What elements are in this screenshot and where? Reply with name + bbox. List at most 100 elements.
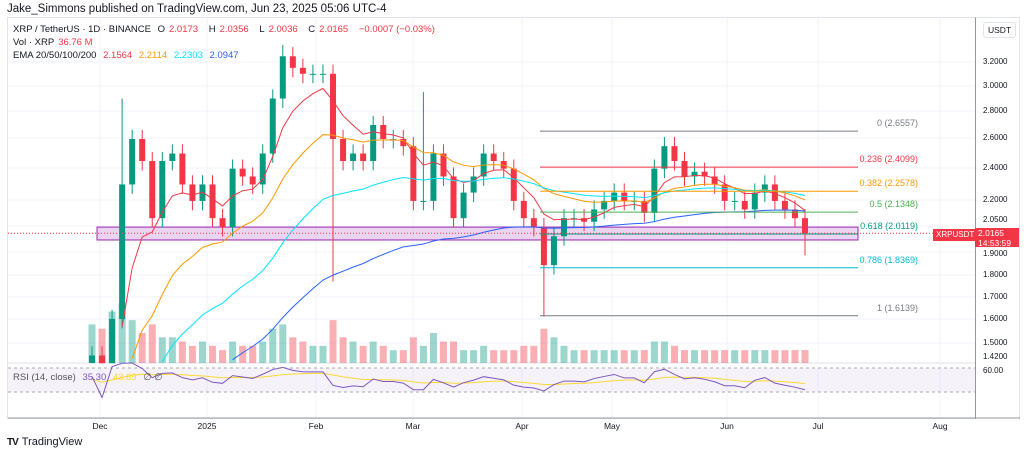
volume-bar [369, 341, 377, 363]
rsi-hidden-values: ∅ ∅ [143, 372, 163, 383]
rsi-legend: RSI (14, close) 35.30 43.89 ∅ ∅ [13, 372, 167, 383]
candle-body [189, 184, 196, 201]
volume-label[interactable]: Vol · XRP [13, 37, 55, 48]
candle-body [289, 56, 296, 68]
high-value: 2.0356 [219, 24, 249, 35]
candle-body [611, 192, 618, 201]
fib-level-label: 1 (1.6139) [876, 302, 918, 313]
volume-bar [259, 341, 267, 363]
volume-bar [701, 350, 709, 363]
volume-bar [219, 350, 227, 363]
volume-bar [630, 350, 638, 363]
ema-line [232, 209, 806, 361]
volume-bar [680, 350, 688, 363]
volume-bar [148, 324, 156, 363]
volume-bar [550, 337, 558, 363]
candle-body [410, 146, 417, 201]
ema-line [161, 177, 806, 362]
volume-bar [560, 345, 568, 363]
candle-body [701, 171, 708, 177]
candle-body [781, 200, 788, 210]
candle-body [711, 176, 718, 185]
candle-body [370, 125, 377, 162]
currency-unit-button[interactable]: USDT [983, 22, 1017, 38]
candle-body [269, 98, 276, 154]
candle-body [651, 168, 658, 213]
volume-bar [670, 345, 678, 363]
volume-bar [98, 328, 106, 363]
ema-line [121, 87, 806, 327]
candle-body [751, 192, 758, 210]
price-tick: 1.9000 [983, 249, 1008, 258]
candle-body [791, 209, 798, 219]
candle-body [520, 200, 527, 219]
time-label: May [603, 421, 621, 431]
volume-bar [540, 328, 548, 363]
time-label: Feb [308, 421, 324, 431]
volume-bar [640, 350, 648, 363]
candle-body [591, 209, 598, 222]
candle-body [470, 176, 477, 193]
candle-body [279, 56, 286, 99]
volume-bar [600, 350, 608, 363]
candle-body [771, 184, 778, 201]
candle-body [209, 184, 216, 219]
volume-bar [329, 320, 337, 363]
price-tick: 2.4000 [983, 163, 1008, 172]
time-label: Dec [92, 421, 108, 431]
candle-body [550, 236, 557, 266]
rsi-label[interactable]: RSI (14, close) [13, 372, 76, 383]
volume-bar [309, 345, 317, 363]
volume-bar [138, 333, 146, 363]
volume-bar [751, 350, 759, 363]
rsi-ma-value: 43.89 [112, 372, 137, 383]
candle-body [802, 218, 808, 234]
close-value: 2.0165 [319, 24, 349, 35]
volume-bar [530, 345, 538, 363]
candle-body [601, 200, 608, 210]
candle-body [219, 218, 226, 228]
high-label: H [208, 24, 216, 35]
candle-body [560, 218, 567, 237]
rsi-value: 35.30 [82, 372, 107, 383]
volume-bar [741, 350, 749, 363]
time-label: Jun [720, 421, 734, 431]
candle-body [159, 161, 166, 219]
candle-countdown: 14:53:59 [978, 237, 1012, 248]
volume-bar [791, 350, 799, 363]
volume-bar [359, 345, 367, 363]
time-label: Jul [812, 421, 824, 431]
tradingview-logo-icon: TV [7, 436, 19, 448]
open-label: O [157, 24, 165, 35]
fib-level-label: 0.618 (2.0119) [860, 221, 918, 232]
volume-bar [209, 345, 217, 363]
low-label: L [259, 24, 265, 35]
volume-bar [520, 345, 528, 363]
price-axis[interactable] [975, 17, 1020, 419]
symbol-name[interactable]: XRP / TetherUS · 1D · BINANCE [13, 24, 151, 35]
last-price-label: 2.0165 14:53:59 [975, 228, 1019, 247]
ema-label[interactable]: EMA 20/50/100/200 [13, 50, 97, 61]
last-price-value: 2.0165 [978, 228, 1004, 238]
ema-legend: EMA 20/50/100/200 2.1564 2.2114 2.2303 2… [13, 50, 243, 61]
volume-bar [88, 324, 96, 363]
fib-level-label: 0.786 (1.8369) [859, 254, 918, 265]
candle-body [721, 184, 728, 201]
fib-level-label: 0.236 (2.4099) [859, 154, 918, 165]
fib-level-label: 0 (2.6557) [876, 118, 918, 129]
volume-bar [399, 350, 407, 363]
candle-body [741, 200, 748, 210]
volume-bar [490, 350, 498, 363]
tradingview-logo[interactable]: TV TradingView [7, 436, 83, 448]
candle-body [169, 153, 176, 162]
ema200-value: 2.0947 [209, 50, 239, 61]
candle-body [360, 153, 367, 162]
volume-bar [299, 341, 307, 363]
price-tick: 1.5000 [983, 338, 1008, 347]
candle-body [259, 153, 266, 185]
candle-body [149, 161, 156, 219]
volume-bar [510, 350, 518, 363]
fib-level-label: 0.5 (2.1348) [869, 199, 918, 210]
change-value: −0.0007 (−0.03%) [358, 24, 435, 35]
